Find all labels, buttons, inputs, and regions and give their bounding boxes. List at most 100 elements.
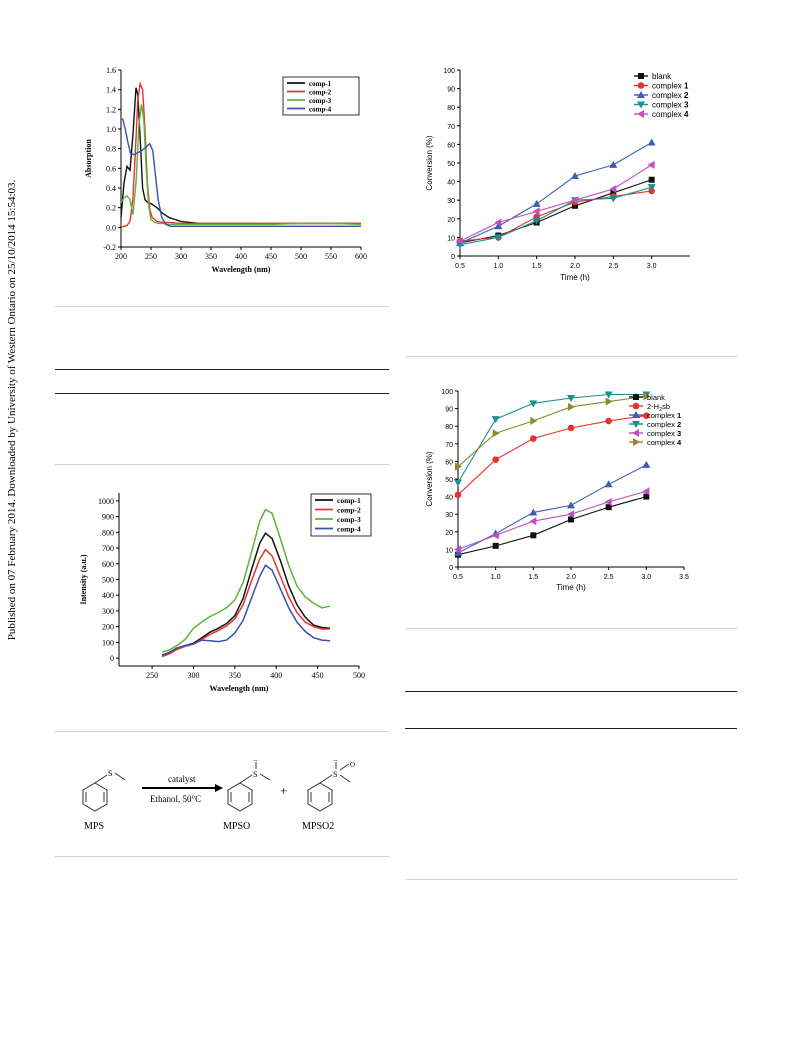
legend-marker bbox=[633, 438, 640, 446]
series-line bbox=[459, 142, 652, 244]
data-point bbox=[642, 460, 651, 468]
y-tick-label: 20 bbox=[445, 530, 453, 537]
conversion-figure-complexes: 0.5 1.0 1.5 2.0 2.5 3.0 0 10 20 30 40 50 60 70 80 90 100… bbox=[425, 62, 705, 292]
x-tick-label: 1.5 bbox=[528, 574, 538, 581]
divider bbox=[405, 628, 737, 629]
y-tick-label: 90 bbox=[445, 407, 453, 414]
data-point bbox=[647, 160, 655, 169]
x-tick-label: 400 bbox=[235, 252, 247, 261]
legend-marker bbox=[638, 73, 644, 79]
legend-entry: comp-4 bbox=[309, 106, 332, 114]
x-tick-label: 300 bbox=[175, 252, 187, 261]
table-rule bbox=[405, 728, 737, 729]
y-axis-label: Conversion (%) bbox=[425, 135, 434, 190]
plus-sign: + bbox=[280, 783, 287, 798]
legend-entry: comp-1 bbox=[309, 80, 332, 88]
y-tick-label: 600 bbox=[102, 560, 114, 569]
series-line bbox=[161, 548, 330, 658]
y-tick-label: 10 bbox=[447, 235, 455, 242]
legend-entry: complex 3 bbox=[652, 101, 689, 110]
absorption-spectra-figure: 200 250 300 350 400 450 500 550 600 -0.2 0.0 0.2 0.4… bbox=[75, 60, 375, 285]
mps-structure: S bbox=[82, 769, 126, 812]
data-point bbox=[647, 138, 656, 146]
data-point bbox=[609, 160, 618, 168]
data-point bbox=[605, 397, 613, 406]
series-line bbox=[459, 190, 652, 242]
data-point bbox=[529, 400, 538, 408]
data-point bbox=[648, 176, 655, 183]
y-tick-label: 1000 bbox=[98, 497, 114, 506]
series-line bbox=[459, 186, 652, 246]
series-line bbox=[120, 81, 361, 228]
y-tick-label: 70 bbox=[447, 124, 455, 131]
data-point bbox=[454, 545, 461, 554]
x-tick-label: 350 bbox=[205, 252, 217, 261]
legend-entry: complex 2 bbox=[652, 91, 689, 100]
x-axis-label: Time (h) bbox=[556, 583, 586, 592]
download-notice: Published on 07 February 2014. Downloade… bbox=[0, 179, 24, 641]
y-tick-label: 0 bbox=[449, 565, 453, 572]
reaction-scheme: S MPS catalyst Ethanol, 50°C S O MPSO + bbox=[70, 755, 390, 840]
mpso2-label: MPSO2 bbox=[302, 821, 334, 832]
y-tick-label: 900 bbox=[102, 513, 114, 522]
data-point bbox=[454, 491, 462, 499]
data-point bbox=[567, 501, 575, 509]
legend-entry: complex 4 bbox=[647, 438, 682, 447]
x-tick-label: 1.0 bbox=[493, 263, 503, 270]
data-point bbox=[456, 237, 463, 246]
conversion-chart-2: 0.5 1.0 1.5 2.0 2.5 3.0 3.5 0 10 20 30 40 50 60 70 80 90… bbox=[425, 389, 689, 592]
emission-chart: 250 300 350 400 450 500 0 100 200 300 400 500 600 700… bbox=[79, 493, 372, 693]
data-point bbox=[604, 497, 612, 506]
divider bbox=[55, 856, 389, 857]
mpso-label: MPSO bbox=[223, 821, 250, 832]
divider bbox=[405, 879, 737, 880]
conversion-chart-1: 0.5 1.0 1.5 2.0 2.5 3.0 0 10 20 30 40 50 60 70 80 90 100… bbox=[425, 68, 690, 282]
x-tick-label: 350 bbox=[229, 671, 241, 680]
y-tick-label: 0 bbox=[451, 254, 455, 261]
data-point bbox=[609, 195, 618, 203]
data-point bbox=[572, 202, 578, 209]
legend-marker bbox=[637, 110, 644, 118]
data-point bbox=[491, 416, 500, 424]
legend-entry: 2-H2sb bbox=[647, 402, 670, 413]
data-point bbox=[455, 462, 462, 471]
y-tick-label: 50 bbox=[447, 161, 455, 168]
data-point bbox=[605, 504, 612, 511]
x-axis-label: Wavelength (nm) bbox=[212, 265, 271, 274]
download-notice-text: Published on 07 February 2014. Downloade… bbox=[6, 179, 18, 641]
x-tick-label: 2.0 bbox=[570, 263, 580, 270]
y-tick-label: 80 bbox=[447, 105, 455, 112]
data-point bbox=[492, 429, 500, 438]
reaction-scheme-drawing: S MPS catalyst Ethanol, 50°C S O MPSO + bbox=[82, 755, 355, 832]
x-tick-label: 3.5 bbox=[679, 574, 689, 581]
data-point bbox=[494, 234, 503, 242]
legend-entry: complex 1 bbox=[652, 82, 689, 91]
x-tick-label: 2.5 bbox=[608, 263, 618, 270]
data-point bbox=[604, 480, 613, 488]
x-tick-label: 2.5 bbox=[604, 574, 614, 581]
x-tick-label: 250 bbox=[145, 252, 157, 261]
y-tick-label: 1.2 bbox=[106, 105, 116, 114]
y-tick-label: 40 bbox=[447, 180, 455, 187]
y-tick-label: 100 bbox=[441, 389, 453, 396]
x-tick-label: 450 bbox=[265, 252, 277, 261]
y-tick-label: 1.4 bbox=[106, 86, 116, 95]
mpso-structure: S O bbox=[227, 755, 271, 812]
legend-entry: comp-4 bbox=[337, 525, 361, 534]
svg-text:O: O bbox=[253, 760, 258, 763]
emission-spectra-figure: 250 300 350 400 450 500 0 100 200 300 400 500 600 700… bbox=[75, 485, 375, 700]
x-tick-label: 2.0 bbox=[566, 574, 576, 581]
y-tick-label: 90 bbox=[447, 87, 455, 94]
sulfur-atom: S bbox=[108, 769, 112, 778]
svg-text:O: O bbox=[333, 760, 338, 763]
y-tick-label: 40 bbox=[445, 495, 453, 502]
x-axis-label: Time (h) bbox=[560, 273, 590, 282]
y-tick-label: 400 bbox=[102, 591, 114, 600]
legend-entry: comp-3 bbox=[309, 97, 332, 105]
legend-entry: complex 1 bbox=[647, 411, 681, 420]
legend-marker bbox=[632, 429, 639, 437]
y-tick-label: 20 bbox=[447, 217, 455, 224]
legend-entry: blank bbox=[652, 72, 672, 81]
table-rule bbox=[55, 369, 389, 370]
data-point bbox=[609, 185, 617, 194]
